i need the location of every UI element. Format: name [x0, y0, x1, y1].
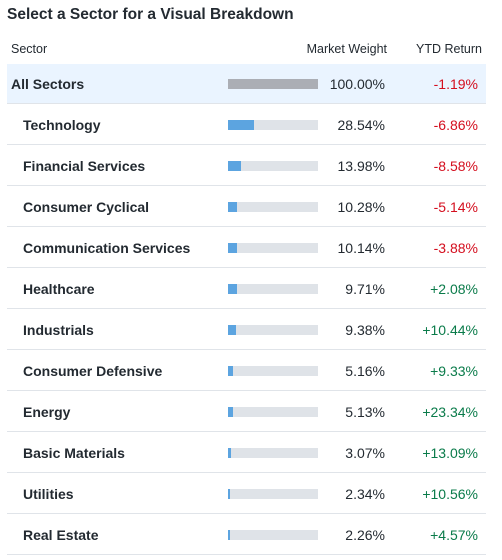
market-weight-value: 2.26%: [345, 526, 385, 543]
sector-row[interactable]: Financial Services 13.98% -8.58%: [7, 146, 486, 186]
ytd-return-value: +4.57%: [430, 526, 478, 543]
sector-row[interactable]: Industrials 9.38% +10.44%: [7, 310, 486, 350]
ytd-return-value: -6.86%: [433, 116, 478, 133]
market-weight-bar: [228, 488, 318, 499]
ytd-return-value: -3.88%: [433, 239, 478, 256]
market-weight-value: 9.71%: [345, 280, 385, 297]
ytd-return-value: +9.33%: [430, 362, 478, 379]
market-weight-bar: [228, 119, 318, 130]
sector-name: Consumer Cyclical: [23, 198, 150, 215]
market-weight-value: 28.54%: [337, 116, 385, 133]
sector-row[interactable]: Real Estate 2.26% +4.57%: [7, 515, 486, 555]
market-weight-bar: [228, 201, 318, 212]
sector-name: Utilities: [23, 485, 74, 502]
column-header-ytd-return: YTD Return: [416, 42, 482, 56]
market-weight-bar: [228, 78, 318, 89]
sector-name: Communication Services: [23, 239, 191, 256]
market-weight-value: 10.14%: [337, 239, 385, 256]
market-weight-value: 2.34%: [345, 485, 385, 502]
column-header-sector: Sector: [11, 42, 48, 56]
market-weight-bar: [228, 160, 318, 171]
ytd-return-value: +13.09%: [422, 444, 478, 461]
market-weight-bar-fill: [228, 160, 241, 171]
market-weight-bar: [228, 406, 318, 417]
sector-row[interactable]: Energy 5.13% +23.34%: [7, 392, 486, 432]
sector-name: Healthcare: [23, 280, 95, 297]
sector-row[interactable]: Utilities 2.34% +10.56%: [7, 474, 486, 514]
ytd-return-value: -8.58%: [433, 157, 478, 174]
market-weight-bar-fill: [228, 242, 238, 253]
sector-name: Financial Services: [23, 157, 146, 174]
sector-name: Consumer Defensive: [23, 362, 163, 379]
market-weight-bar: [228, 242, 318, 253]
sector-row[interactable]: Technology 28.54% -6.86%: [7, 105, 486, 145]
market-weight-bar: [228, 529, 318, 540]
market-weight-bar-fill: [228, 488, 231, 499]
market-weight-value: 13.98%: [337, 157, 385, 174]
market-weight-bar-fill: [228, 78, 318, 89]
market-weight-bar-fill: [228, 119, 254, 130]
market-weight-bar-fill: [228, 406, 233, 417]
market-weight-bar: [228, 324, 318, 335]
sector-name: Real Estate: [23, 526, 99, 543]
sector-row[interactable]: All Sectors 100.00% -1.19%: [7, 64, 486, 104]
market-weight-value: 3.07%: [345, 444, 385, 461]
ytd-return-value: -1.19%: [433, 75, 478, 92]
ytd-return-value: +2.08%: [430, 280, 478, 297]
market-weight-bar-fill: [228, 283, 237, 294]
sector-row[interactable]: Consumer Defensive 5.16% +9.33%: [7, 351, 486, 391]
panel-title: Select a Sector for a Visual Breakdown: [7, 6, 294, 23]
market-weight-value: 10.28%: [337, 198, 385, 215]
market-weight-value: 5.13%: [345, 403, 385, 420]
market-weight-bar: [228, 365, 318, 376]
market-weight-value: 100.00%: [329, 75, 385, 92]
market-weight-value: 5.16%: [345, 362, 385, 379]
sector-name: Technology: [23, 116, 101, 133]
market-weight-bar: [228, 447, 318, 458]
market-weight-bar-fill: [228, 324, 237, 335]
sector-row[interactable]: Basic Materials 3.07% +13.09%: [7, 433, 486, 473]
sector-name: All Sectors: [11, 75, 85, 92]
market-weight-bar-fill: [228, 447, 231, 458]
ytd-return-value: +10.56%: [422, 485, 478, 502]
market-weight-value: 9.38%: [345, 321, 385, 338]
market-weight-bar-fill: [228, 529, 231, 540]
ytd-return-value: +10.44%: [422, 321, 478, 338]
market-weight-bar-fill: [228, 365, 233, 376]
column-header-market-weight: Market Weight: [306, 42, 387, 56]
sector-row[interactable]: Communication Services 10.14% -3.88%: [7, 228, 486, 268]
sector-name: Basic Materials: [23, 444, 125, 461]
ytd-return-value: +23.34%: [422, 403, 478, 420]
sector-name: Industrials: [23, 321, 94, 338]
market-weight-bar: [228, 283, 318, 294]
sector-name: Energy: [23, 403, 71, 420]
sector-row[interactable]: Consumer Cyclical 10.28% -5.14%: [7, 187, 486, 227]
sector-row[interactable]: Healthcare 9.71% +2.08%: [7, 269, 486, 309]
ytd-return-value: -5.14%: [433, 198, 478, 215]
market-weight-bar-fill: [228, 201, 238, 212]
